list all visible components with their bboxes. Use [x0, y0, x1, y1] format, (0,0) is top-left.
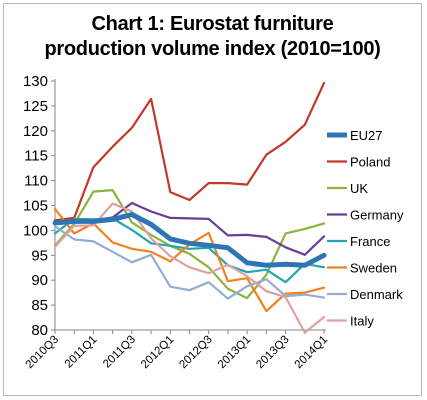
chart-frame: Chart 1: Eurostat furniture production v…	[3, 3, 422, 396]
series-line-italy	[53, 202, 326, 334]
legend-label-uk: UK	[350, 181, 368, 196]
y-tick-label: 100	[23, 222, 48, 239]
x-tick-label: 2014Q1	[293, 334, 330, 371]
y-tick-label: 90	[31, 272, 48, 289]
y-tick-label: 115	[24, 148, 48, 165]
x-tick-label: 2011Q3	[101, 334, 138, 371]
y-tick-label: 110	[24, 173, 48, 190]
x-tick-label: 2013Q1	[216, 334, 253, 371]
chart-title: Chart 1: Eurostat furniture production v…	[4, 12, 421, 62]
y-tick-label: 105	[23, 198, 48, 215]
legend-label-germany: Germany	[350, 208, 404, 223]
legend-label-denmark: Denmark	[350, 287, 403, 302]
legend-label-sweden: Sweden	[350, 261, 397, 276]
legend-label-italy: Italy	[350, 314, 374, 329]
series-line-denmark	[53, 225, 326, 300]
series-layer	[52, 81, 327, 334]
y-tick-label: 95	[31, 247, 48, 264]
x-tick-label: 2010Q3	[24, 334, 61, 371]
series-line-uk	[53, 189, 326, 300]
legend-label-eu27: EU27	[350, 128, 383, 143]
series-line-eu27	[52, 212, 327, 268]
chart-title-line-2: production volume index (2010=100)	[44, 38, 381, 60]
legend-label-france: France	[350, 234, 390, 249]
y-tick-label: 130	[23, 73, 48, 90]
series-line-poland	[53, 81, 326, 222]
y-tick-label: 85	[31, 297, 48, 314]
series-line-germany	[53, 201, 326, 256]
chart-title-line-1: Chart 1: Eurostat furniture	[91, 13, 334, 35]
y-tick-label: 120	[23, 123, 48, 140]
legend-label-poland: Poland	[350, 155, 390, 170]
x-tick-label: 2013Q3	[254, 334, 291, 371]
y-tick-label: 80	[31, 322, 48, 339]
x-tick-label: 2011Q1	[63, 334, 100, 371]
legend: EU27 Poland UK Germany France Sweden Denmark It…	[327, 128, 404, 329]
x-tick-label: 2012Q1	[139, 334, 176, 371]
y-tick-label: 125	[23, 98, 48, 115]
series-line-france	[53, 217, 326, 284]
x-tick-label: 2012Q3	[177, 334, 214, 371]
